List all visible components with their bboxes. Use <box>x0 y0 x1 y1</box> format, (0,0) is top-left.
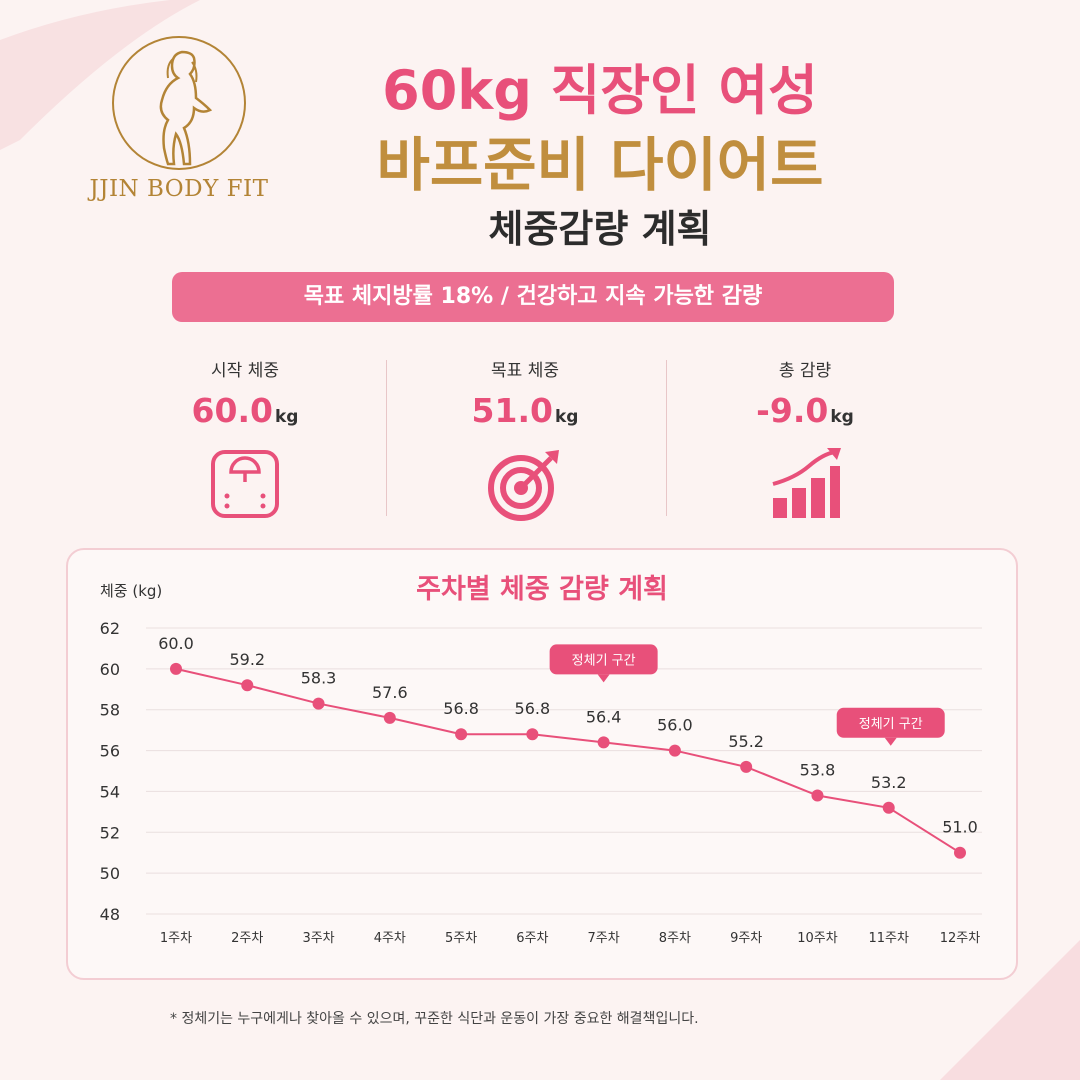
brand-name: JJIN BODY FIT <box>89 176 269 202</box>
data-point <box>383 711 396 724</box>
y-tick-label: 54 <box>100 782 120 801</box>
x-tick-label: 3주차 <box>302 931 334 946</box>
y-tick-label: 48 <box>100 905 120 924</box>
y-tick-label: 56 <box>100 742 120 761</box>
series-line <box>175 667 961 854</box>
stat-value: 51.0 kg <box>471 391 579 430</box>
x-tick-label: 4주차 <box>374 931 406 946</box>
data-label: 60.0 <box>158 634 194 653</box>
data-point <box>954 846 966 859</box>
data-point <box>241 679 254 692</box>
goal-banner: 목표 체지방률 18% / 건강하고 지속 가능한 감량 <box>172 272 894 322</box>
chart-panel: 주차별 체중 감량 계획 체중 (kg) 48 50 52 54 56 58 60 62 1주차 2주… <box>66 548 1018 980</box>
data-label: 57.6 <box>372 683 408 702</box>
y-tick-label: 52 <box>100 823 120 842</box>
x-tick-label: 7주차 <box>588 931 620 946</box>
stat-value: -9.0 kg <box>756 391 854 430</box>
data-point <box>526 728 539 741</box>
x-tick-label: 6주차 <box>516 931 548 946</box>
data-label: 56.8 <box>443 699 479 718</box>
plateau-callout-label: 정체기 구간 <box>859 717 923 732</box>
data-label: 53.2 <box>871 773 907 792</box>
data-point <box>170 662 182 675</box>
data-point <box>312 697 325 710</box>
scale-icon <box>211 450 279 518</box>
page-title-line2: 바프준비 다이어트 <box>376 131 824 199</box>
divider <box>386 360 387 516</box>
stat-value: 60.0 kg <box>191 391 299 430</box>
y-axis-label: 체중 (kg) <box>100 582 162 600</box>
x-tick-label: 9주차 <box>730 931 762 946</box>
data-point <box>811 789 824 802</box>
stat-label: 시작 체중 <box>211 361 279 381</box>
x-tick-label: 2주차 <box>231 931 263 946</box>
growth-bars-icon <box>772 448 841 518</box>
data-label: 53.8 <box>800 761 836 780</box>
plateau-callout-pointer <box>884 737 897 746</box>
data-point <box>740 760 753 773</box>
stat-target-weight: 목표 체중 51.0 kg <box>390 356 660 528</box>
data-label: 56.8 <box>515 699 551 718</box>
data-point <box>668 744 681 757</box>
data-label: 59.2 <box>229 650 265 669</box>
y-tick-label: 62 <box>100 619 120 638</box>
x-tick-label: 12주차 <box>940 931 981 946</box>
page-subtitle: 체중감량 계획 <box>488 207 712 251</box>
data-label: 56.4 <box>586 707 622 726</box>
plateau-callout-box <box>836 707 945 738</box>
y-tick-label: 58 <box>100 701 120 720</box>
plateau-callout-pointer <box>597 674 610 683</box>
chart-title: 주차별 체중 감량 계획 <box>416 574 668 605</box>
y-tick-label: 50 <box>100 864 120 883</box>
plateau-callout-box <box>549 644 658 675</box>
divider <box>666 360 667 516</box>
footnote: * 정체기는 누구에게나 찾아올 수 있으며, 꾸준한 식단과 운동이 가장 중… <box>170 1011 699 1027</box>
data-point <box>455 728 468 741</box>
data-label: 58.3 <box>301 669 337 688</box>
stat-start-weight: 시작 체중 60.0 kg <box>110 356 380 528</box>
x-tick-label: 10주차 <box>797 931 838 946</box>
y-tick-label: 60 <box>100 660 120 679</box>
x-tick-label: 1주차 <box>160 931 192 946</box>
target-icon <box>488 450 559 521</box>
stat-total-loss: 총 감량 -9.0 kg <box>670 356 940 528</box>
data-point <box>597 736 610 749</box>
page-title-line1: 60kg 직장인 여성 <box>382 59 818 122</box>
data-label: 56.0 <box>657 716 693 735</box>
data-point <box>882 801 895 814</box>
plateau-callout-label: 정체기 구간 <box>572 653 636 668</box>
brand-logo: JJIN BODY FIT <box>84 34 274 214</box>
brand-emblem-icon <box>112 36 246 170</box>
x-tick-label: 11주차 <box>868 931 909 946</box>
weight-line-chart: 주차별 체중 감량 계획 체중 (kg) 48 50 52 54 56 58 60 62 1주차 2주… <box>100 574 982 946</box>
x-tick-label: 5주차 <box>445 931 477 946</box>
data-label: 55.2 <box>728 732 764 751</box>
data-label: 51.0 <box>942 818 978 837</box>
stat-label: 총 감량 <box>778 361 832 381</box>
x-tick-label: 8주차 <box>659 931 691 946</box>
stat-label: 목표 체중 <box>491 361 559 381</box>
